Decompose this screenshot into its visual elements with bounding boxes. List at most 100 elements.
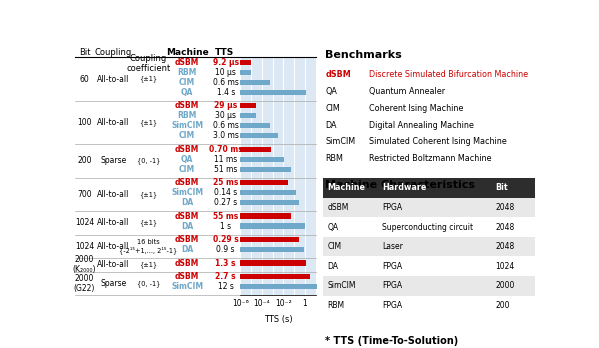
Text: 11 ms: 11 ms	[214, 155, 237, 164]
Text: 16 bits
{-2¹⁵+1,..., 2¹⁵-1}: 16 bits {-2¹⁵+1,..., 2¹⁵-1}	[119, 239, 177, 254]
Text: 3.0 ms: 3.0 ms	[213, 131, 238, 140]
Text: {±1}: {±1}	[140, 76, 158, 82]
FancyBboxPatch shape	[323, 198, 535, 217]
FancyBboxPatch shape	[323, 276, 535, 295]
Text: 30 μs: 30 μs	[215, 111, 236, 120]
Text: 2048: 2048	[495, 223, 515, 231]
Text: RBM: RBM	[325, 154, 343, 163]
FancyBboxPatch shape	[240, 180, 288, 185]
FancyBboxPatch shape	[240, 147, 271, 152]
Text: 55 ms: 55 ms	[213, 212, 238, 221]
FancyBboxPatch shape	[323, 256, 535, 276]
Text: RBM: RBM	[327, 301, 344, 310]
Text: 25 ms: 25 ms	[213, 178, 238, 187]
Text: CIM: CIM	[179, 131, 195, 140]
Text: All-to-all: All-to-all	[97, 218, 129, 227]
Text: dSBM: dSBM	[175, 259, 199, 268]
Text: FPGA: FPGA	[382, 281, 402, 290]
Text: Machine: Machine	[166, 48, 208, 57]
Text: 51 ms: 51 ms	[214, 165, 237, 174]
Text: 2000: 2000	[495, 281, 515, 290]
Text: 2000
(G22): 2000 (G22)	[74, 274, 95, 293]
FancyBboxPatch shape	[240, 123, 270, 128]
Text: 29 μs: 29 μs	[214, 101, 237, 110]
Text: 0.27 s: 0.27 s	[214, 198, 237, 207]
Text: Superconducting circuit: Superconducting circuit	[382, 223, 473, 231]
Text: {±1}: {±1}	[140, 261, 158, 268]
Text: 1.4 s: 1.4 s	[216, 88, 235, 97]
Text: FPGA: FPGA	[382, 301, 402, 310]
Text: Digital Annealing Machine: Digital Annealing Machine	[369, 120, 474, 129]
Text: Quantum Annealer: Quantum Annealer	[369, 87, 445, 96]
Text: QA: QA	[327, 223, 338, 231]
Text: 12 s: 12 s	[218, 282, 234, 291]
Text: 60: 60	[80, 74, 89, 84]
Text: Machine: Machine	[327, 183, 365, 192]
Text: Laser: Laser	[382, 242, 403, 251]
Text: CIM: CIM	[179, 78, 195, 87]
Text: All-to-all: All-to-all	[97, 118, 129, 127]
Text: QA: QA	[325, 87, 337, 96]
Text: Machine Characteristics: Machine Characteristics	[325, 180, 475, 190]
FancyBboxPatch shape	[240, 157, 284, 162]
Text: 2.7 s: 2.7 s	[216, 272, 236, 281]
Text: DA: DA	[181, 245, 193, 254]
Text: 1: 1	[302, 299, 307, 308]
Text: 2000
(K₂₀₀₀): 2000 (K₂₀₀₀)	[72, 255, 96, 275]
Text: SimCIM: SimCIM	[171, 121, 203, 130]
Text: Coupling
coefficient: Coupling coefficient	[126, 54, 171, 73]
FancyBboxPatch shape	[240, 133, 278, 138]
Text: DA: DA	[181, 222, 193, 231]
Text: DA: DA	[181, 198, 193, 207]
Text: {±1}: {±1}	[140, 191, 158, 198]
Text: 0.29 s: 0.29 s	[213, 235, 238, 244]
FancyBboxPatch shape	[240, 190, 296, 195]
FancyBboxPatch shape	[240, 90, 307, 95]
Text: TTS: TTS	[215, 48, 234, 57]
Text: RBM: RBM	[177, 68, 196, 77]
Text: 1 s: 1 s	[220, 222, 231, 231]
Text: {±1}: {±1}	[140, 220, 158, 226]
Text: 2048: 2048	[495, 203, 515, 212]
Text: Sparse: Sparse	[101, 156, 126, 165]
Text: dSBM: dSBM	[175, 235, 199, 244]
FancyBboxPatch shape	[240, 247, 304, 252]
Text: CIM: CIM	[179, 165, 195, 174]
Text: 10⁻⁶: 10⁻⁶	[232, 299, 249, 308]
Text: TTS (s): TTS (s)	[264, 315, 292, 324]
Text: dSBM: dSBM	[175, 178, 199, 187]
FancyBboxPatch shape	[323, 217, 535, 237]
Text: DA: DA	[327, 262, 338, 271]
Text: Sparse: Sparse	[101, 279, 126, 288]
FancyBboxPatch shape	[240, 103, 256, 108]
FancyBboxPatch shape	[240, 274, 310, 279]
Text: 0.70 ms: 0.70 ms	[209, 145, 243, 154]
Text: 2048: 2048	[495, 242, 515, 251]
FancyBboxPatch shape	[240, 80, 270, 85]
Text: FPGA: FPGA	[382, 203, 402, 212]
Text: dSBM: dSBM	[175, 58, 199, 67]
Text: Restricted Boltzmann Machine: Restricted Boltzmann Machine	[369, 154, 491, 163]
Text: All-to-all: All-to-all	[97, 242, 129, 251]
Text: RBM: RBM	[177, 111, 196, 120]
Text: dSBM: dSBM	[175, 212, 199, 221]
Text: 10⁻⁴: 10⁻⁴	[253, 299, 270, 308]
Text: SimCIM: SimCIM	[325, 137, 355, 147]
Text: 0.14 s: 0.14 s	[214, 188, 237, 197]
FancyBboxPatch shape	[323, 237, 535, 256]
Text: 1024: 1024	[75, 218, 94, 227]
Text: {±1}: {±1}	[140, 119, 158, 126]
Text: Benchmarks: Benchmarks	[325, 50, 402, 60]
Text: dSBM: dSBM	[175, 272, 199, 281]
Text: CIM: CIM	[327, 242, 341, 251]
Text: * TTS (Time-To-Solution): * TTS (Time-To-Solution)	[325, 336, 458, 346]
Text: 700: 700	[77, 190, 92, 199]
FancyBboxPatch shape	[240, 200, 299, 205]
Text: 100: 100	[77, 118, 92, 127]
Text: dSBM: dSBM	[175, 101, 199, 110]
Text: 9.2 μs: 9.2 μs	[213, 58, 239, 67]
FancyBboxPatch shape	[323, 178, 535, 198]
Text: Coherent Ising Machine: Coherent Ising Machine	[369, 104, 463, 113]
Text: {0, -1}: {0, -1}	[137, 158, 160, 164]
Text: dSBM: dSBM	[175, 145, 199, 154]
